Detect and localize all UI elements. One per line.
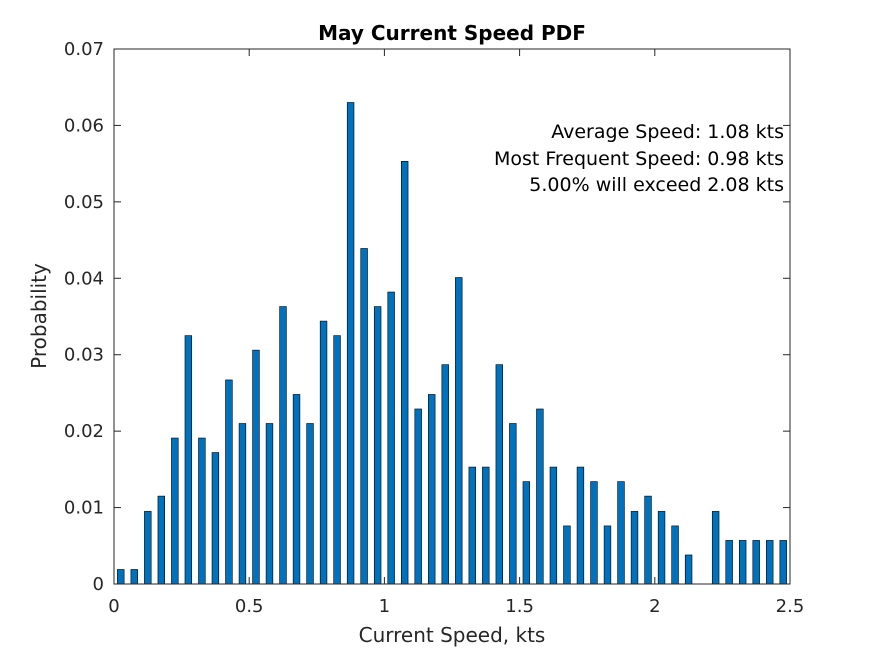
bar	[617, 481, 625, 585]
y-tick-label: 0.03	[64, 345, 104, 366]
y-tick-label: 0	[93, 574, 104, 595]
bar	[522, 481, 531, 585]
bar	[333, 335, 341, 585]
annotation-average-speed: Average Speed: 1.08 kts	[551, 121, 784, 143]
bar	[346, 102, 355, 585]
bar	[265, 423, 274, 585]
bar	[684, 554, 693, 585]
y-tick-label: 0.02	[64, 421, 104, 442]
bar	[414, 408, 422, 585]
bar	[644, 495, 652, 585]
bar	[319, 320, 328, 585]
bar	[779, 540, 787, 585]
bar	[238, 423, 247, 585]
bar	[117, 569, 125, 585]
bar	[252, 349, 260, 585]
bar	[157, 495, 166, 585]
bar	[536, 408, 544, 585]
y-tick-label: 0.07	[64, 39, 104, 60]
bar	[400, 161, 409, 585]
bar	[671, 525, 679, 585]
annotation-most-frequent-speed: Most Frequent Speed: 0.98 kts	[494, 148, 784, 170]
y-tick-label: 0.05	[64, 192, 104, 213]
bar	[468, 466, 476, 585]
bar	[441, 364, 449, 585]
plot-frame	[113, 48, 791, 585]
bar	[766, 540, 774, 585]
x-tick-label: 0.5	[235, 596, 264, 617]
y-axis-label: Probability	[27, 263, 51, 369]
bar	[292, 394, 301, 585]
y-tick-label: 0.01	[64, 498, 104, 519]
x-axis-label: Current Speed, kts	[359, 623, 546, 647]
bar	[711, 511, 720, 585]
chart-title: May Current Speed PDF	[318, 21, 586, 45]
x-tick-label: 1.5	[505, 596, 534, 617]
bar	[590, 481, 598, 585]
bar	[576, 466, 585, 585]
bar	[455, 277, 463, 585]
bar	[630, 511, 639, 585]
y-axis: 0 0.01 0.02 0.03 0.04 0.05 0.06 0.07	[64, 39, 790, 595]
bar	[279, 306, 287, 585]
bar	[198, 437, 206, 585]
bar	[360, 248, 368, 585]
bar	[495, 364, 504, 585]
x-tick-label: 0	[108, 596, 119, 617]
annotation-exceedance: 5.00% will exceed 2.08 kts	[529, 174, 784, 196]
bar	[373, 306, 382, 585]
bar	[752, 540, 760, 585]
bar	[130, 569, 138, 585]
bar	[482, 466, 490, 585]
y-tick-label: 0.06	[64, 115, 104, 136]
bar	[738, 540, 747, 585]
x-tick-label: 1	[379, 596, 390, 617]
x-axis: 0 0.5 1 1.5 2 2.5	[108, 49, 804, 617]
bar	[387, 291, 395, 585]
bar	[184, 335, 193, 585]
x-tick-label: 2	[649, 596, 660, 617]
x-tick-label: 2.5	[776, 596, 805, 617]
bar	[563, 525, 571, 585]
y-tick-label: 0.04	[64, 268, 104, 289]
bar	[549, 466, 558, 585]
bar	[225, 379, 233, 585]
bar	[428, 394, 436, 585]
bar	[306, 423, 314, 585]
bar	[603, 525, 612, 585]
bar	[211, 452, 220, 585]
bar	[657, 511, 666, 585]
bar	[144, 511, 152, 585]
bar	[725, 540, 733, 585]
bar	[171, 437, 179, 585]
bar	[509, 423, 517, 585]
